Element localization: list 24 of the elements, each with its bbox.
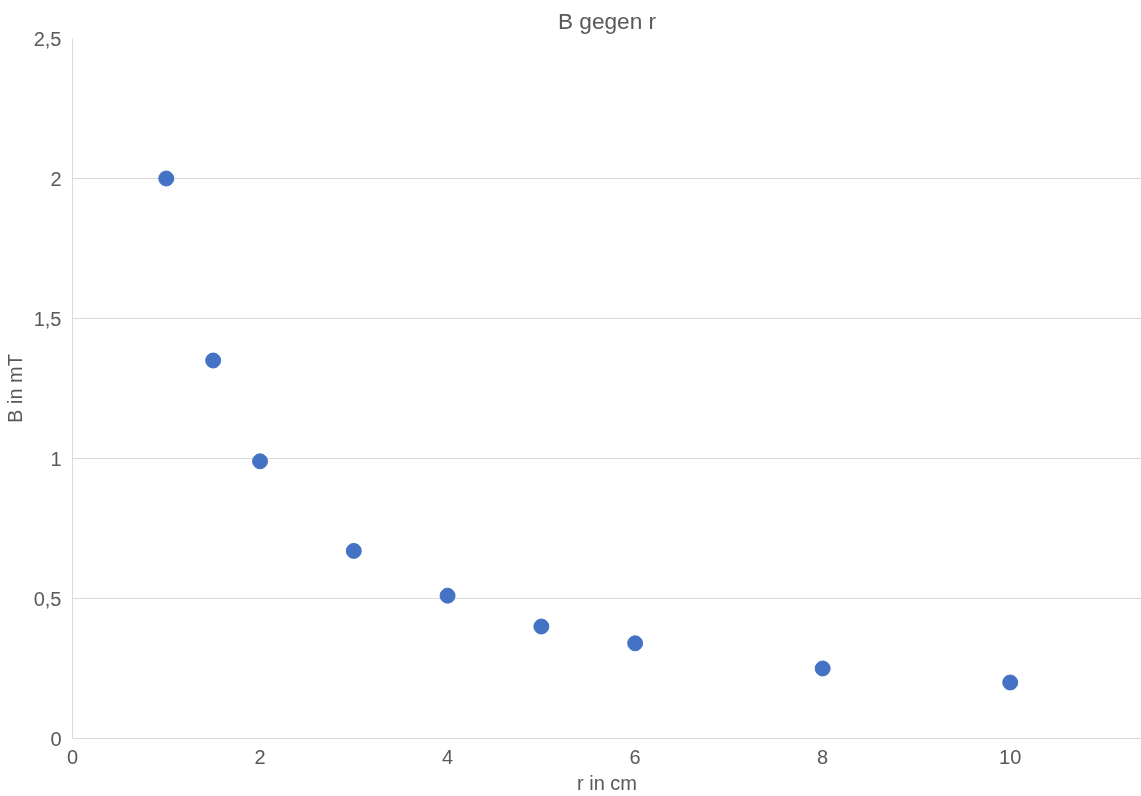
point — [252, 453, 269, 470]
x-tick-label: 8 — [817, 745, 829, 768]
x-axis-title: r in cm — [577, 771, 637, 794]
y-tick-label: 2 — [50, 167, 62, 190]
x-tick-label: 6 — [629, 745, 641, 768]
y-tick-label: 2,5 — [33, 27, 62, 50]
y-tick-label: 0 — [50, 727, 62, 750]
point — [345, 542, 362, 559]
point — [814, 660, 831, 677]
x-tick-label: 2 — [254, 745, 266, 768]
point — [158, 170, 175, 187]
x-tick-label: 4 — [442, 745, 454, 768]
x-tick-label: 10 — [999, 745, 1022, 768]
point — [627, 635, 644, 652]
point — [1002, 674, 1019, 691]
point — [533, 618, 550, 635]
point — [205, 352, 222, 369]
point — [439, 587, 456, 604]
y-tick-label: 1,5 — [33, 307, 62, 330]
x-tick-label: 0 — [66, 745, 79, 768]
y-axis-title: B in mT — [3, 354, 26, 423]
y-tick-label: 1 — [50, 447, 62, 470]
chart-title: B gegen r — [557, 7, 657, 34]
y-tick-label: 0,5 — [33, 587, 62, 610]
